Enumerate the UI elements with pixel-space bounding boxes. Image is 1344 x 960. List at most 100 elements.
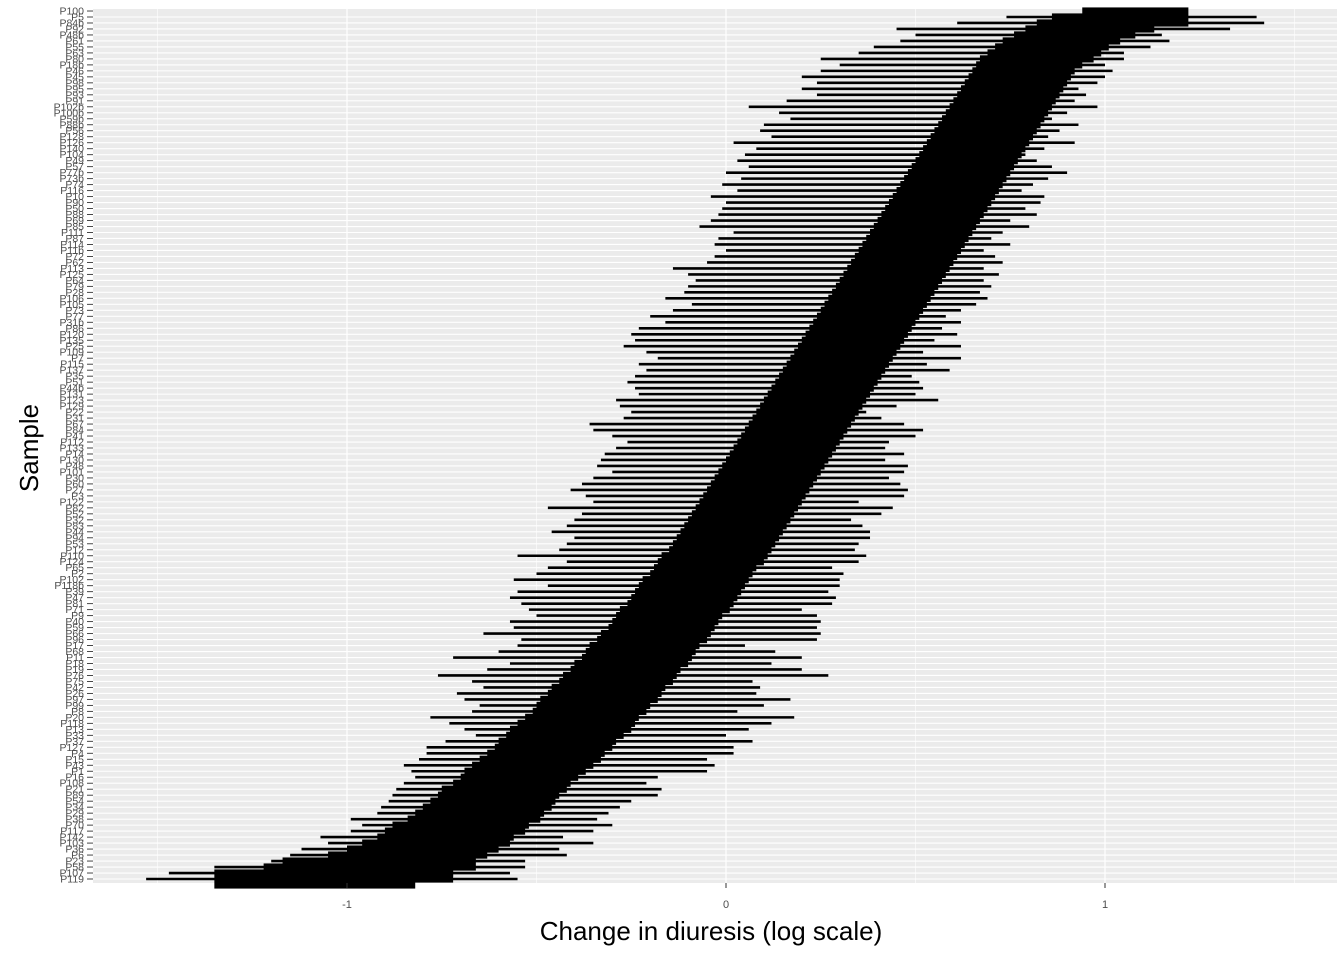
y-tick-label: P41 bbox=[65, 431, 84, 443]
y-tick-label: P77b bbox=[59, 167, 84, 179]
y-tick-label: P20 bbox=[65, 712, 84, 724]
y-tick-label: P30 bbox=[65, 472, 84, 484]
y-tick-label: P31 bbox=[65, 413, 84, 425]
y-tick-label: P27 bbox=[65, 484, 84, 496]
y-tick-label: P120 bbox=[59, 329, 84, 341]
y-tick-label: P2 bbox=[71, 568, 84, 580]
y-tick-label: P32 bbox=[65, 514, 84, 526]
y-tick-label: P44 bbox=[65, 526, 84, 538]
y-tick-label: P104 bbox=[59, 149, 84, 161]
y-tick-label: P135 bbox=[59, 335, 84, 347]
y-tick-label: P73 bbox=[65, 305, 84, 317]
y-tick-label: P130 bbox=[59, 454, 84, 466]
y-tick-label: P83 bbox=[65, 520, 84, 532]
y-tick-label: P84 bbox=[65, 425, 84, 437]
y-tick-label: P12 bbox=[65, 544, 84, 556]
y-tick-label: P38 bbox=[65, 814, 84, 826]
y-tick-label: P97 bbox=[65, 694, 84, 706]
y-tick-label: P111 bbox=[61, 227, 84, 239]
y-tick-label: P73b bbox=[59, 173, 84, 185]
y-tick-label: P22 bbox=[65, 407, 84, 419]
y-tick-label: P31b bbox=[59, 317, 84, 329]
y-tick-label: P80 bbox=[65, 53, 84, 65]
y-tick-label: P9 bbox=[71, 610, 84, 622]
y-tick-label: P118 bbox=[60, 718, 84, 730]
y-tick-label: P60 bbox=[65, 478, 84, 490]
y-tick-label: P113 bbox=[60, 263, 84, 275]
y-tick-label: P15 bbox=[65, 754, 84, 766]
y-tick-label: P6 bbox=[71, 850, 84, 862]
y-tick-label: P96 bbox=[65, 634, 84, 646]
y-tick-label: P21 bbox=[65, 784, 84, 796]
y-tick-label: P75 bbox=[65, 676, 84, 688]
y-tick-label: P11b bbox=[60, 245, 84, 257]
y-tick-label: P58 bbox=[65, 862, 84, 874]
y-tick-label: P4 bbox=[71, 748, 84, 760]
y-axis-title: Sample bbox=[14, 404, 44, 492]
y-tick-label: P137 bbox=[59, 365, 84, 377]
y-tick-label: P142 bbox=[59, 832, 84, 844]
y-tick-label: P129 bbox=[59, 401, 84, 413]
y-tick-label: P117 bbox=[60, 826, 84, 838]
y-tick-label: P65 bbox=[65, 562, 84, 574]
x-tick-label: -1 bbox=[342, 899, 352, 911]
y-tick-label: P36 bbox=[65, 844, 84, 856]
y-tick-label: P45 bbox=[65, 71, 84, 83]
y-tick-label: P100b bbox=[54, 107, 85, 119]
y-tick-label: P77 bbox=[65, 311, 84, 323]
y-tick-label: P18 bbox=[65, 658, 84, 670]
y-tick-label: P53 bbox=[65, 538, 84, 550]
y-tick-label: P95 bbox=[65, 83, 84, 95]
y-tick-label: P5 bbox=[71, 12, 84, 24]
y-tick-label: P25 bbox=[65, 341, 84, 353]
y-tick-label: P79 bbox=[65, 281, 84, 293]
y-tick-label: P42 bbox=[65, 682, 84, 694]
y-tick-label: P70 bbox=[65, 820, 84, 832]
y-tick-label: P59 bbox=[65, 622, 84, 634]
y-tick-label: P86 bbox=[65, 323, 84, 335]
panel-background bbox=[93, 9, 1337, 883]
y-tick-label: P110 bbox=[60, 550, 84, 562]
y-tick-label: P52 bbox=[65, 508, 84, 520]
y-tick-label: P29 bbox=[65, 808, 84, 820]
y-tick-label: P124 bbox=[59, 556, 84, 568]
y-tick-label: P127 bbox=[59, 742, 84, 754]
y-tick-label: P54 bbox=[65, 796, 84, 808]
y-tick-label: P63 bbox=[65, 47, 84, 59]
y-tick-label: P59b bbox=[59, 113, 84, 125]
y-tick-label: P118b bbox=[54, 580, 84, 592]
y-tick-label: P3 bbox=[71, 490, 84, 502]
y-tick-label: P81 bbox=[65, 598, 84, 610]
y-tick-label: P89 bbox=[65, 790, 84, 802]
y-tick-label: P106 bbox=[59, 293, 84, 305]
y-tick-label: P19 bbox=[65, 664, 84, 676]
y-tick-label: P7 bbox=[71, 353, 84, 365]
y-tick-label: P105 bbox=[59, 299, 84, 311]
y-tick-label: P98 bbox=[65, 77, 84, 89]
y-tick-label: P131 bbox=[59, 389, 84, 401]
y-tick-label: P33 bbox=[65, 730, 84, 742]
y-tick-label: P91 bbox=[65, 95, 84, 107]
y-tick-label: P17 bbox=[65, 640, 84, 652]
y-tick-label: P37 bbox=[65, 736, 84, 748]
y-tick-label: P115 bbox=[60, 359, 84, 371]
x-axis-ticks: -1 0 1 bbox=[342, 883, 1108, 911]
y-tick-label: P64 bbox=[65, 275, 84, 287]
y-tick-label: P102 bbox=[59, 574, 84, 586]
y-tick-label: P119 bbox=[60, 874, 84, 886]
y-tick-label: P94 bbox=[65, 532, 84, 544]
y-tick-label: P11 bbox=[66, 652, 84, 664]
y-tick-label: P18b bbox=[59, 59, 84, 71]
y-tick-label: P72 bbox=[65, 251, 84, 263]
y-tick-label: P108 bbox=[59, 778, 84, 790]
inner-intervals bbox=[214, 7, 1189, 889]
y-tick-label: P26 bbox=[65, 688, 84, 700]
y-tick-label: P8 bbox=[71, 706, 84, 718]
inner-interval bbox=[1082, 7, 1189, 27]
y-tick-label: P46 bbox=[65, 65, 84, 77]
y-tick-label: P1 bbox=[71, 766, 84, 778]
y-tick-label: P56 bbox=[65, 125, 84, 137]
y-tick-label: P28 bbox=[65, 287, 84, 299]
y-tick-label: P16 bbox=[65, 772, 84, 784]
y-tick-label: P68 bbox=[65, 646, 84, 658]
